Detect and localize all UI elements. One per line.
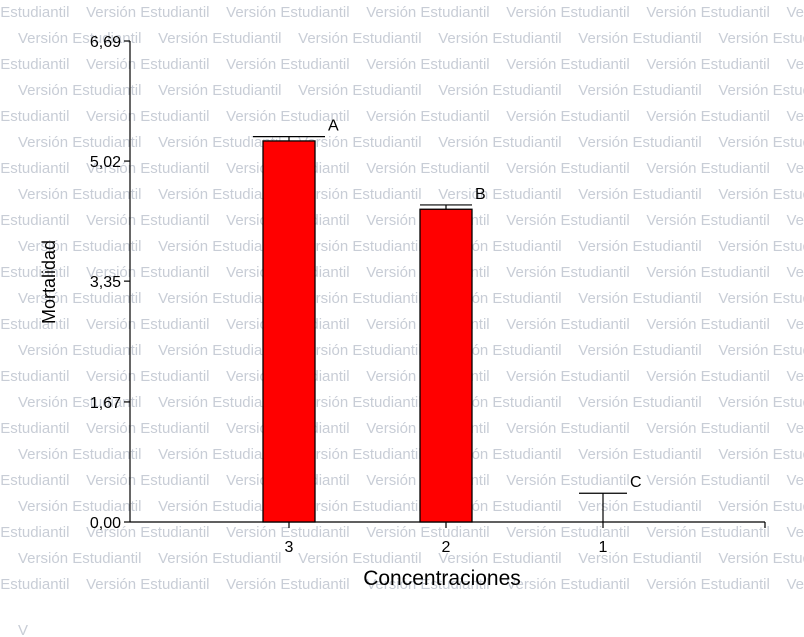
x-tick-label: 3 [285, 539, 294, 556]
group-letter: C [630, 474, 642, 491]
group-letter: B [475, 186, 486, 203]
y-axis-label: Mortalidad [39, 240, 59, 324]
bars: A B C [253, 118, 642, 523]
group-letter: A [328, 118, 339, 135]
bar [419, 208, 473, 523]
x-ticks: 3 2 1 [285, 522, 608, 556]
y-tick-label: 1,67 [90, 395, 121, 412]
y-tick-label: 5,02 [90, 154, 121, 171]
x-tick-label: 1 [599, 539, 608, 556]
y-tick-label: 0,00 [90, 515, 121, 532]
x-tick-label: 2 [442, 539, 451, 556]
bar [262, 140, 316, 523]
y-tick-label: 3,35 [90, 274, 121, 291]
y-tick-label: 6,69 [90, 34, 121, 51]
y-ticks: 0,00 1,67 3,35 5,02 6,69 [90, 34, 130, 532]
x-axis-label: Concentraciones [363, 567, 521, 590]
